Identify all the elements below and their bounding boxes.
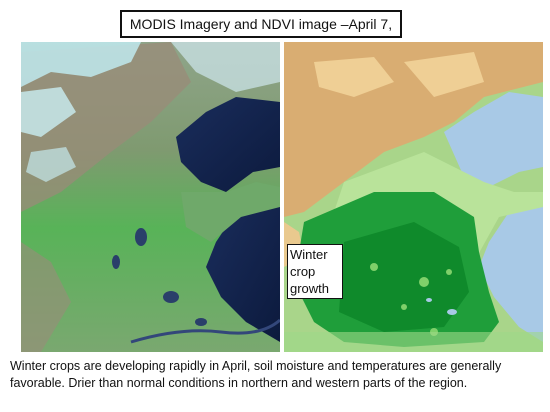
figure-title: MODIS Imagery and NDVI image –April 7, 2… <box>120 10 402 56</box>
figure-caption: Winter crops are developing rapidly in A… <box>10 359 502 390</box>
annotation-line-3: growth <box>290 281 330 296</box>
winter-crop-growth-label: Winter crop growth <box>287 244 343 299</box>
annotation-line-1: Winter <box>290 247 328 262</box>
ndvi-image <box>284 42 543 352</box>
modis-satellite-image <box>21 42 280 352</box>
annotation-line-2: crop <box>290 264 316 279</box>
